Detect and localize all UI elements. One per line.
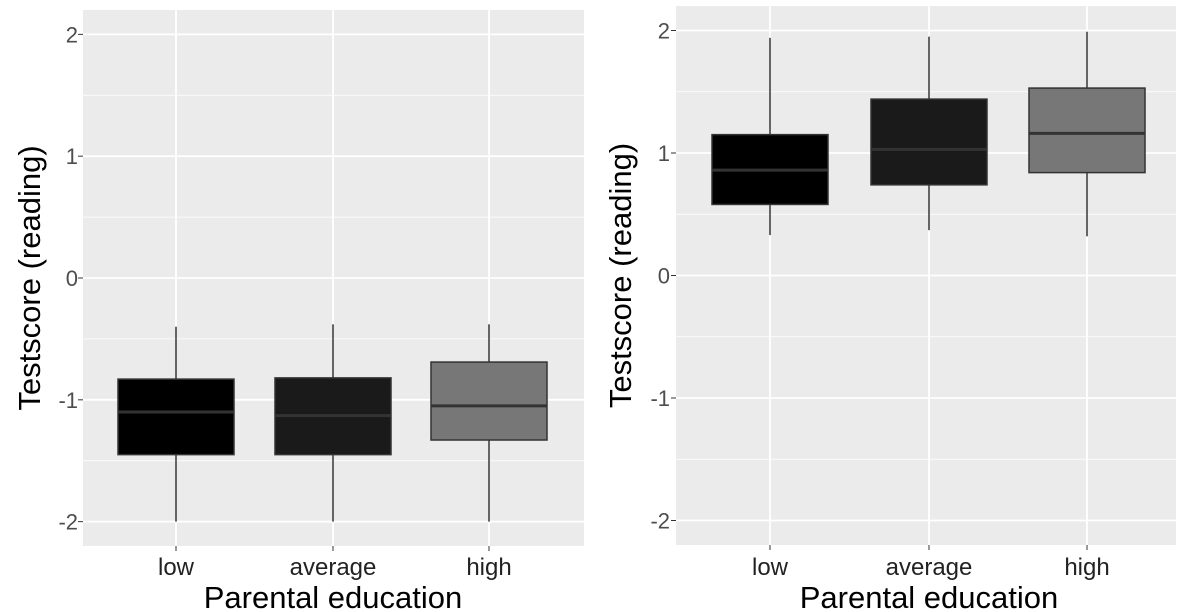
box-average	[870, 36, 988, 231]
box-high	[1028, 31, 1146, 237]
y-tick-label: -2	[58, 510, 78, 535]
box-body	[870, 98, 988, 186]
y-tick-label: 1	[658, 141, 670, 166]
x-tick-label-high: high	[1064, 554, 1109, 581]
x-tick-label-average: average	[886, 554, 973, 581]
x-axis-title: Parental education	[204, 580, 463, 612]
box-body	[1028, 87, 1146, 174]
box-body	[430, 361, 548, 441]
box-low	[711, 37, 829, 236]
y-axis-title: Testscore (reading)	[12, 145, 47, 410]
y-tick-label: -1	[650, 386, 670, 411]
box-high	[430, 324, 548, 522]
box-average	[274, 324, 392, 522]
x-tick-label-low: low	[752, 554, 789, 581]
x-tick-label-low: low	[158, 554, 195, 581]
y-axis-title: Testscore (reading)	[603, 143, 638, 408]
box-body	[117, 378, 235, 456]
y-tick-label: -1	[58, 388, 78, 413]
y-tick-label: 0	[66, 266, 78, 291]
x-axis-title: Parental education	[800, 580, 1059, 612]
y-tick-label: 0	[658, 264, 670, 289]
y-tick-label: 2	[658, 19, 670, 44]
box-low	[117, 326, 235, 522]
x-tick-label-average: average	[290, 554, 377, 581]
y-tick-label: -2	[650, 509, 670, 534]
y-tick-label: 1	[66, 144, 78, 169]
x-tick-label-high: high	[466, 554, 511, 581]
y-tick-label: 2	[66, 22, 78, 47]
